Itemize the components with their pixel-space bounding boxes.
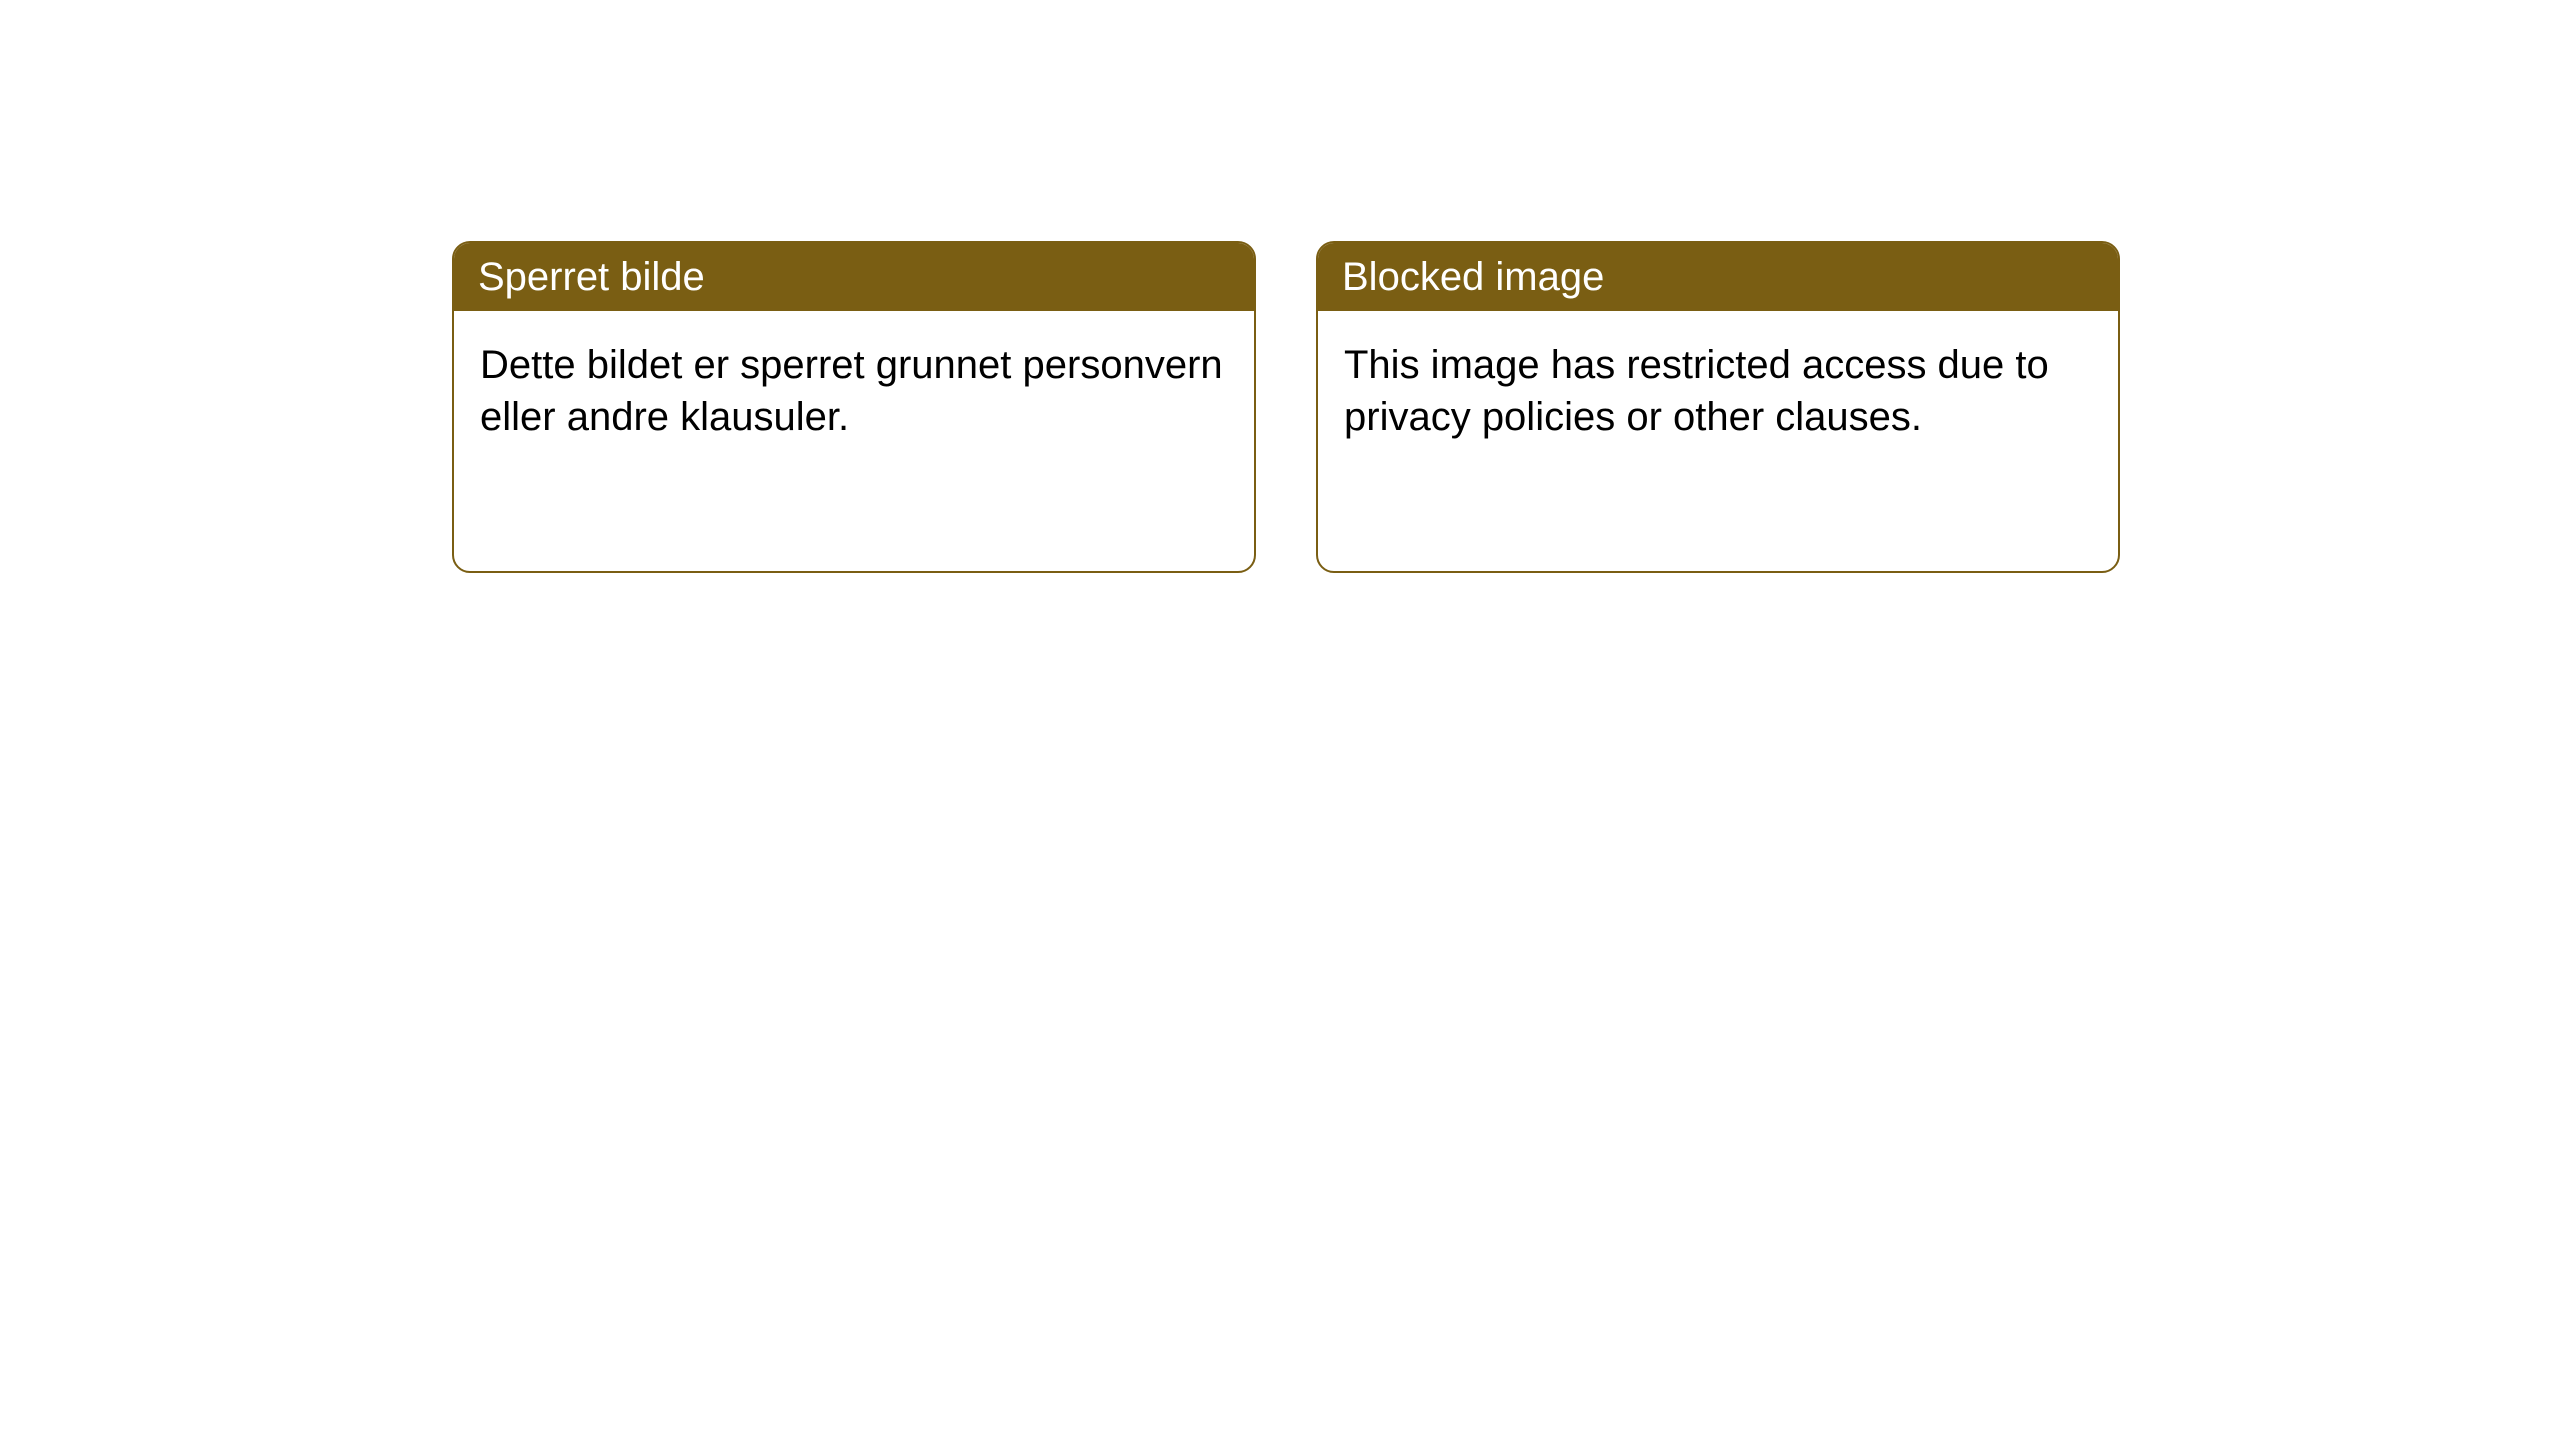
notice-body: Dette bildet er sperret grunnet personve… bbox=[454, 311, 1254, 471]
notice-title: Blocked image bbox=[1318, 243, 2118, 311]
notice-container: Sperret bilde Dette bildet er sperret gr… bbox=[0, 0, 2560, 573]
notice-card-norwegian: Sperret bilde Dette bildet er sperret gr… bbox=[452, 241, 1256, 573]
notice-card-english: Blocked image This image has restricted … bbox=[1316, 241, 2120, 573]
notice-title: Sperret bilde bbox=[454, 243, 1254, 311]
notice-body: This image has restricted access due to … bbox=[1318, 311, 2118, 471]
